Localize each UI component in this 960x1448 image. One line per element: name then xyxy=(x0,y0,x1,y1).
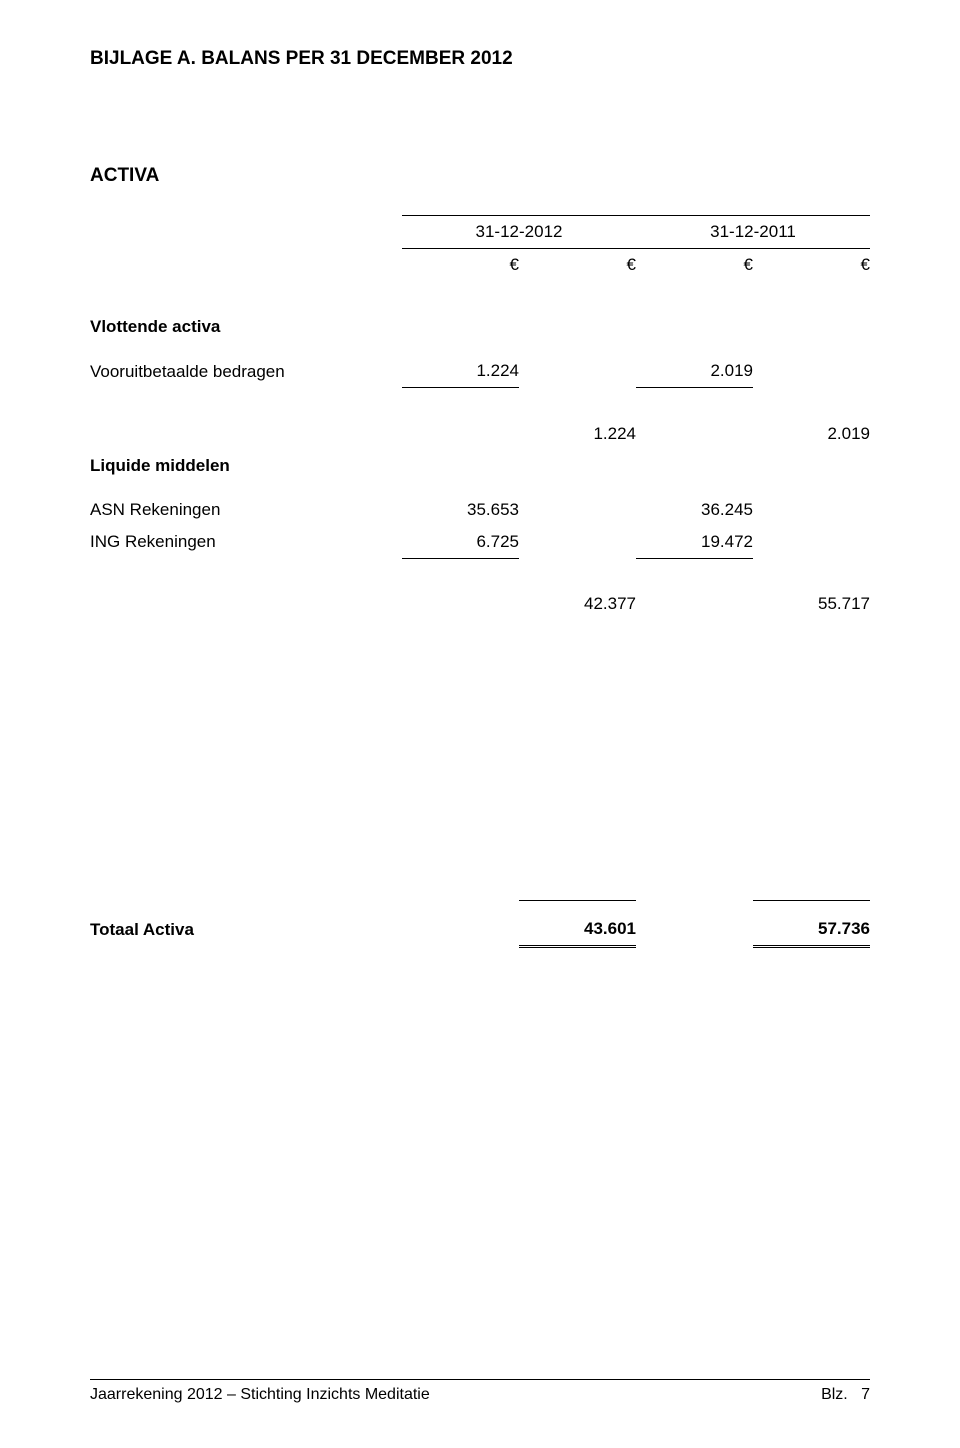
liquide-subtotal-b: 42.377 xyxy=(519,588,636,620)
activa-heading: ACTIVA xyxy=(90,165,870,187)
page-footer: Jaarrekening 2012 – Stichting Inzichts M… xyxy=(90,1379,870,1404)
vlottende-subtotal-d: 2.019 xyxy=(753,418,870,450)
liquide-middelen-row: Liquide middelen xyxy=(90,450,870,482)
liquide-subtotal-row: 42.377 55.717 xyxy=(90,588,870,620)
spacer xyxy=(90,620,870,900)
spacer xyxy=(90,388,870,418)
ing-a: 6.725 xyxy=(402,526,519,559)
date-header-row: 31-12-2012 31-12-2011 xyxy=(90,216,870,249)
spacer xyxy=(90,558,870,588)
currency-b: € xyxy=(519,249,636,282)
balance-table: 31-12-2012 31-12-2011 € € € € Vlottende … xyxy=(90,215,870,948)
vooruitbetaalde-row: Vooruitbetaalde bedragen 1.224 2.019 xyxy=(90,355,870,388)
currency-a: € xyxy=(402,249,519,282)
asn-a: 35.653 xyxy=(402,494,519,526)
ing-label: ING Rekeningen xyxy=(90,526,402,559)
totaal-activa-row: Totaal Activa 43.601 57.736 xyxy=(90,913,870,947)
date-right: 31-12-2011 xyxy=(636,216,870,249)
footer-page-label: Blz. xyxy=(821,1386,848,1403)
spacer xyxy=(90,281,870,311)
footer-right: Blz. 7 xyxy=(821,1386,870,1404)
date-left: 31-12-2012 xyxy=(402,216,636,249)
vooruitbetaalde-a: 1.224 xyxy=(402,355,519,388)
ing-row: ING Rekeningen 6.725 19.472 xyxy=(90,526,870,559)
vooruitbetaalde-c: 2.019 xyxy=(636,355,753,388)
vooruitbetaalde-label: Vooruitbetaalde bedragen xyxy=(90,355,402,388)
currency-d: € xyxy=(753,249,870,282)
currency-c: € xyxy=(636,249,753,282)
totaal-activa-b: 43.601 xyxy=(519,913,636,947)
ing-c: 19.472 xyxy=(636,526,753,559)
liquide-label: Liquide middelen xyxy=(90,450,402,482)
asn-row: ASN Rekeningen 35.653 36.245 xyxy=(90,494,870,526)
vlottende-activa-label: Vlottende activa xyxy=(90,311,402,343)
liquide-subtotal-d: 55.717 xyxy=(753,588,870,620)
footer-left: Jaarrekening 2012 – Stichting Inzichts M… xyxy=(90,1386,430,1404)
page: BIJLAGE A. BALANS PER 31 DECEMBER 2012 A… xyxy=(0,0,960,1448)
total-top-line-row xyxy=(90,900,870,913)
totaal-activa-d: 57.736 xyxy=(753,913,870,947)
vlottende-activa-row: Vlottende activa xyxy=(90,311,870,343)
footer-page-number: 7 xyxy=(861,1386,870,1403)
asn-c: 36.245 xyxy=(636,494,753,526)
spacer xyxy=(90,482,870,494)
page-title: BIJLAGE A. BALANS PER 31 DECEMBER 2012 xyxy=(90,48,870,70)
spacer xyxy=(90,343,870,355)
asn-label: ASN Rekeningen xyxy=(90,494,402,526)
vlottende-subtotal-b: 1.224 xyxy=(519,418,636,450)
totaal-activa-label: Totaal Activa xyxy=(90,913,402,947)
vlottende-subtotal-row: 1.224 2.019 xyxy=(90,418,870,450)
currency-row: € € € € xyxy=(90,249,870,282)
